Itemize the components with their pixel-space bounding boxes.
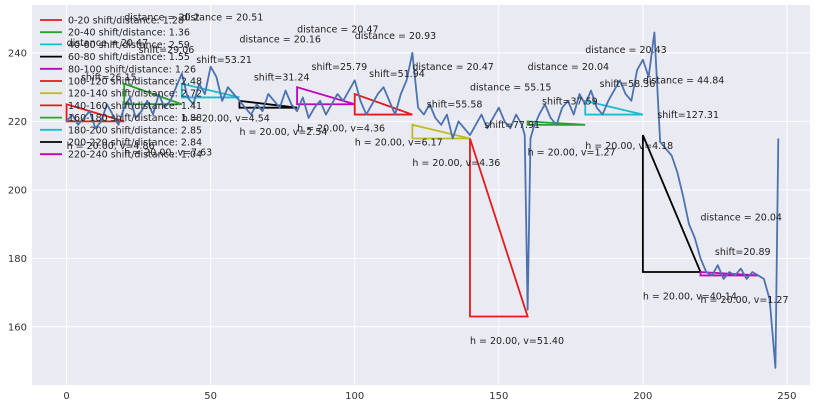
shift-triangle: [469, 138, 529, 318]
shift-triangle: [641, 134, 702, 273]
annotation-label: h = 20.00, v=1.27: [528, 148, 616, 159]
annotation-label: shift=55.58: [427, 100, 483, 111]
x-tick-label: 150: [489, 391, 508, 402]
main-series-line: [65, 31, 780, 369]
shift-triangle: [699, 271, 759, 277]
annotation-label: shift=20.89: [715, 247, 771, 258]
shift-triangle: [123, 82, 183, 106]
annotation-label: h = 20.00, v=51.40: [470, 336, 564, 347]
legend-entry: 180-200 shift/distance: 2.85: [68, 125, 202, 136]
legend-entry: 100-120 shift/distance: 2.48: [68, 77, 202, 88]
annotation-label: h = 20.00, v=4.18: [585, 141, 673, 152]
annotation-label: shift=127.31: [657, 110, 719, 121]
legend-entry: 40-60 shift/distance: 2.59: [68, 40, 190, 51]
legend-entry: 140-160 shift/distance: 1.41: [68, 101, 202, 112]
annotation-label: shift=77.91: [484, 120, 540, 131]
shift-triangle: [353, 92, 413, 116]
x-tick-label: 100: [345, 391, 364, 402]
legend-entry: 60-80 shift/distance: 1.55: [68, 52, 190, 63]
annotation-label: shift=26.15: [81, 72, 137, 83]
annotation-label: h = 20.00, v=6.17: [355, 137, 443, 148]
annotation-label: distance = 20.47: [412, 62, 493, 73]
legend-entry: 20-40 shift/distance: 1.36: [68, 28, 190, 39]
legend-entry: 160-180 shift/distance: 1.88: [68, 113, 202, 124]
annotation-label: distance = 20.04: [701, 213, 782, 224]
annotation-label: shift=37.59: [542, 96, 598, 107]
y-tick-label: 180: [8, 254, 27, 265]
annotation-label: h = 20.00, v=4.36: [412, 158, 500, 169]
x-tick-label: 0: [63, 391, 69, 402]
annotation-label: shift=58.36: [600, 79, 656, 90]
annotation-label: shift=53.21: [196, 55, 252, 66]
annotation-label: h = 20.00, v=7.63: [124, 148, 212, 159]
annotation-label: distance = 20.2: [124, 12, 199, 23]
annotation-label: distance = 20.43: [585, 45, 666, 56]
annotation-label: distance = 20.04: [528, 62, 609, 73]
x-tick-label: 50: [204, 391, 217, 402]
annotation-label: distance = 44.84: [643, 76, 724, 87]
annotation-label: shift=25.79: [312, 62, 368, 73]
x-tick-labels: 0 50 100 150 200 250: [63, 391, 796, 402]
annotation-label: h = 20.00, v=4.86: [67, 141, 155, 152]
annotation-label: h = 20.00, v=2.54: [239, 127, 327, 138]
legend-entry: 200-220 shift/distance: 2.84: [68, 138, 202, 149]
plot-background: [32, 5, 810, 385]
annotation-label: distance = 20.93: [355, 31, 436, 42]
shift-triangle: [180, 82, 240, 99]
annotation-label: distance = 20.51: [182, 12, 263, 23]
annotation-label: distance = 20.47: [297, 24, 378, 35]
annotation-label: shift=31.24: [254, 72, 310, 83]
grid: [32, 5, 810, 385]
shift-triangle: [584, 99, 644, 116]
annotation-label: distance = 20.16: [239, 35, 320, 46]
shift-triangle: [238, 99, 298, 109]
legend-entry: 120-140 shift/distance: 2.72: [68, 89, 202, 100]
y-tick-labels: 160 180 200 220 240: [8, 48, 27, 333]
x-tick-label: 200: [633, 391, 652, 402]
annotation-label: shift=51.94: [369, 69, 425, 80]
shift-triangle: [411, 123, 471, 140]
annotation-label: distance = 20.47: [67, 38, 148, 49]
legend-entry: 80-100 shift/distance: 1.26: [68, 64, 196, 75]
shift-triangle: [65, 103, 125, 123]
annotation-label: h = 20.00, v=1.27: [701, 295, 789, 306]
legend-entry: 220-240 shift/distance: 1.04: [68, 150, 202, 161]
y-tick-label: 160: [8, 322, 27, 333]
y-tick-label: 220: [8, 117, 27, 128]
annotation-label: shift=29.06: [139, 45, 195, 56]
y-tick-label: 200: [8, 185, 27, 196]
annotation-label: distance = 55.15: [470, 83, 551, 94]
shift-triangle: [296, 85, 355, 106]
annotation-label: h = 20.00, v=4.54: [182, 113, 270, 124]
y-tick-label: 240: [8, 48, 27, 59]
annotation-label: h = 20.00, v=4.36: [297, 124, 385, 135]
legend-entry: 0-20 shift/distance: 1.28: [68, 16, 184, 27]
annotation-label: h = 20.00, v=40.14: [643, 291, 737, 302]
triangles: [65, 82, 759, 318]
x-tick-label: 250: [777, 391, 796, 402]
